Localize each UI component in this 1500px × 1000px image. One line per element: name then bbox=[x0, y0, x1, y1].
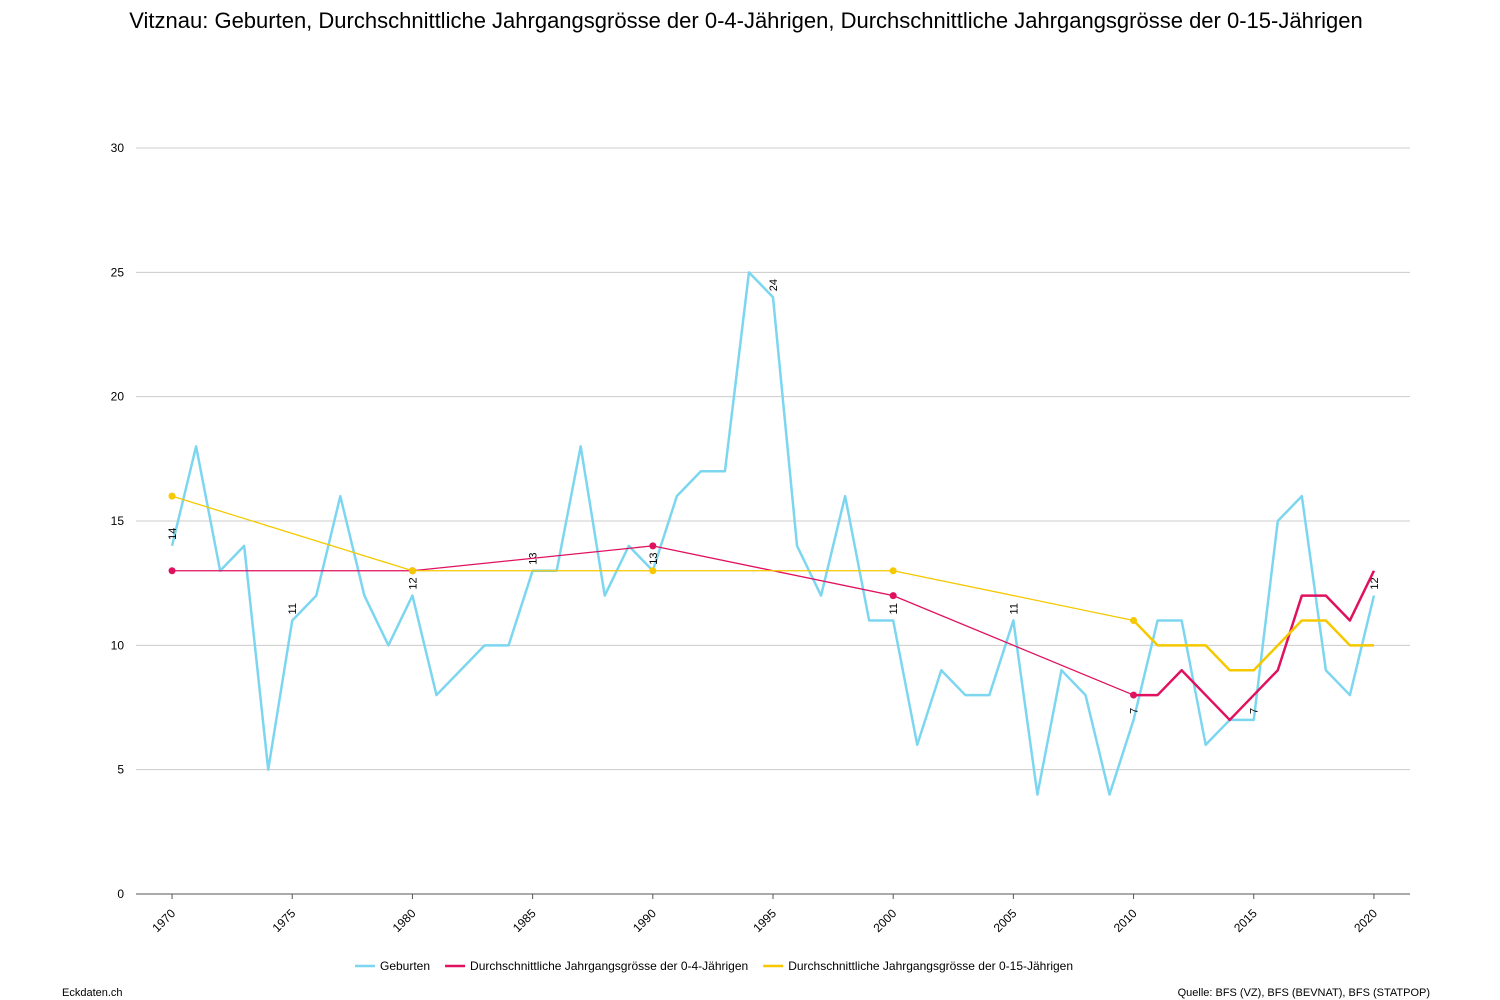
data-point bbox=[408, 567, 416, 575]
x-tick-label: 1995 bbox=[750, 906, 779, 935]
data-label: 11 bbox=[888, 603, 900, 614]
chart-title: Vitznau: Geburten, Durchschnittliche Jah… bbox=[129, 8, 1362, 33]
data-label: 11 bbox=[287, 603, 299, 614]
data-label: 11 bbox=[1008, 603, 1020, 614]
x-tick-label: 1970 bbox=[149, 906, 178, 935]
data-label: 24 bbox=[768, 279, 780, 291]
x-tick-label: 2020 bbox=[1351, 906, 1380, 935]
series-line bbox=[1133, 570, 1376, 722]
series-line bbox=[1132, 619, 1374, 672]
x-tick-label: 2010 bbox=[1111, 906, 1140, 935]
legend-label: Durchschnittliche Jahrgangsgrösse der 0-… bbox=[788, 959, 1073, 973]
x-tick-label: 2000 bbox=[871, 906, 900, 935]
data-label: 7 bbox=[1129, 708, 1141, 714]
data-point bbox=[889, 567, 897, 575]
legend-label: Durchschnittliche Jahrgangsgrösse der 0-… bbox=[470, 959, 748, 973]
y-tick-label: 10 bbox=[111, 638, 125, 652]
data-point bbox=[889, 592, 897, 600]
site-label: Eckdaten.ch bbox=[62, 987, 123, 999]
data-point bbox=[168, 492, 176, 500]
y-tick-label: 25 bbox=[111, 265, 125, 279]
x-tick-label: 1990 bbox=[630, 906, 659, 935]
data-label: 14 bbox=[167, 528, 179, 540]
x-tick-label: 1975 bbox=[270, 906, 299, 935]
legend-label: Geburten bbox=[380, 959, 430, 973]
data-point bbox=[649, 542, 657, 550]
y-tick-label: 15 bbox=[111, 514, 125, 528]
data-label: 13 bbox=[648, 552, 660, 564]
y-tick-label: 5 bbox=[117, 763, 124, 777]
y-tick-label: 0 bbox=[117, 887, 124, 901]
data-point bbox=[1130, 616, 1138, 624]
x-tick-label: 2015 bbox=[1231, 906, 1260, 935]
x-tick-label: 1980 bbox=[390, 906, 419, 935]
data-label: 7 bbox=[1249, 708, 1261, 714]
x-tick-label: 2005 bbox=[991, 906, 1020, 935]
y-tick-label: 30 bbox=[111, 141, 125, 155]
data-label: 12 bbox=[1369, 577, 1381, 589]
x-tick-label: 1985 bbox=[510, 906, 539, 935]
data-point bbox=[1130, 691, 1138, 699]
source-label: Quelle: BFS (VZ), BFS (BEVNAT), BFS (STA… bbox=[1178, 987, 1430, 999]
series-line bbox=[170, 271, 1376, 796]
data-label: 12 bbox=[407, 577, 419, 589]
y-tick-label: 20 bbox=[111, 390, 125, 404]
data-point bbox=[168, 567, 176, 575]
data-point bbox=[649, 567, 657, 575]
